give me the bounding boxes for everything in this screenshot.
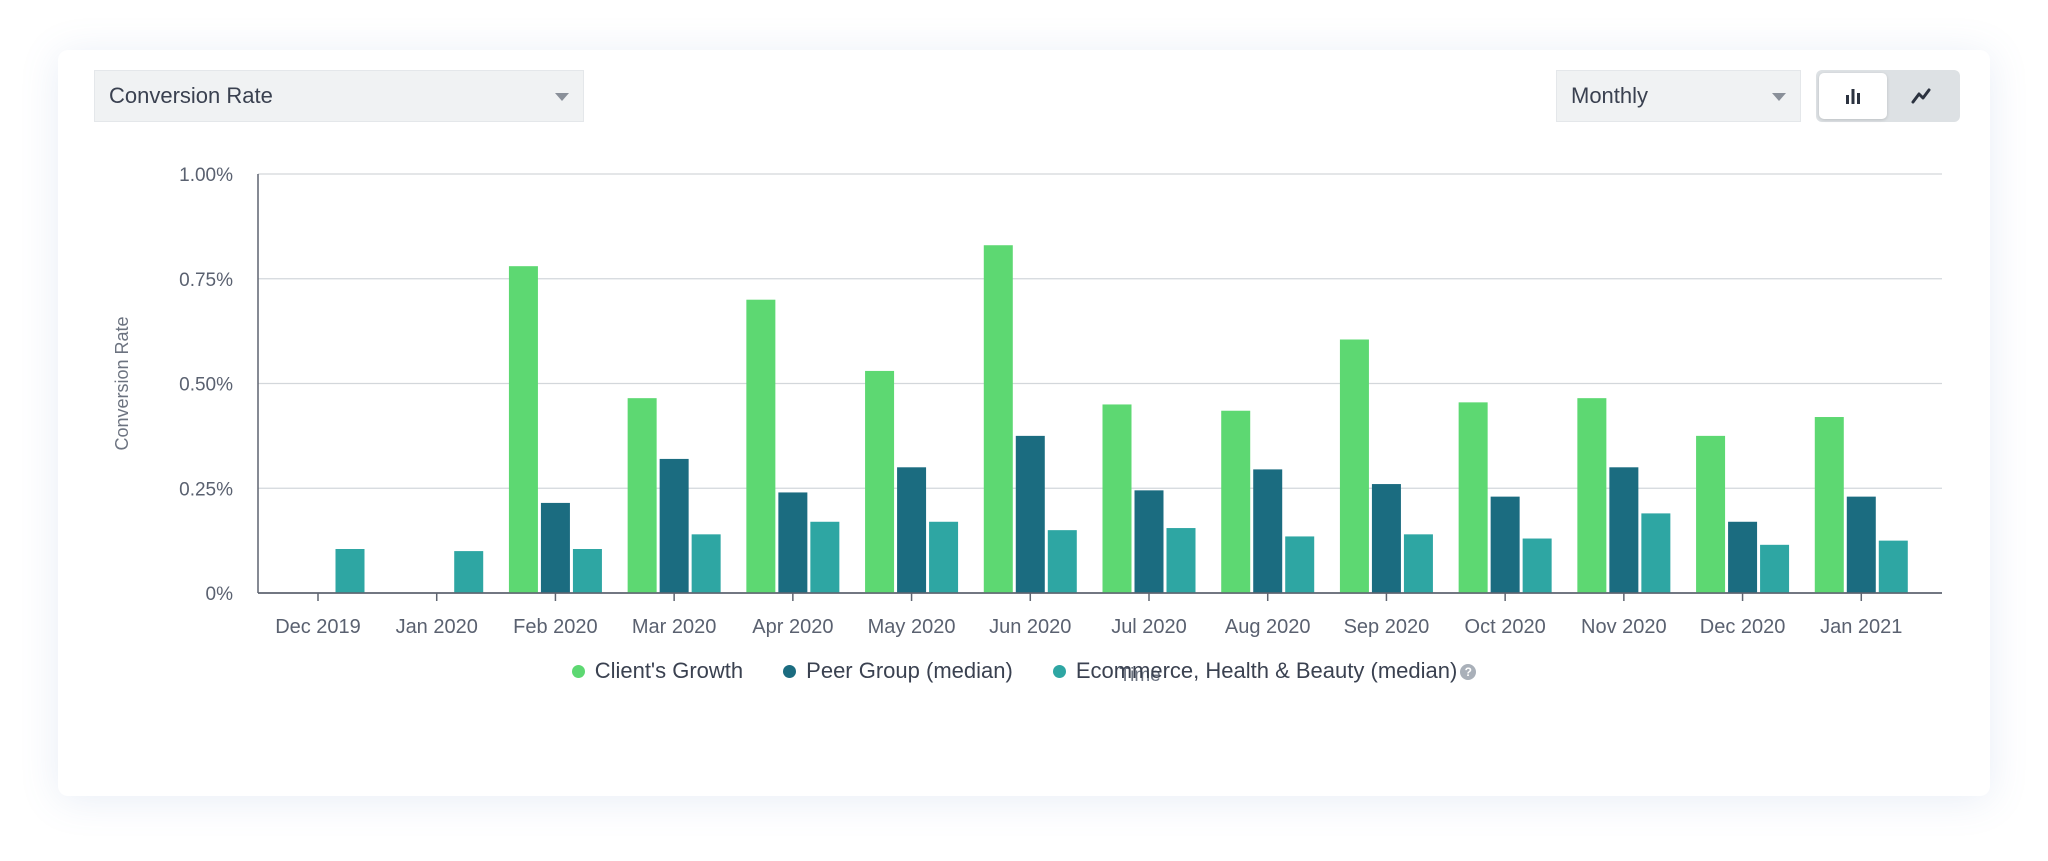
- metric-select-value: Conversion Rate: [109, 83, 273, 108]
- x-tick-label: Jan 2020: [396, 616, 478, 638]
- x-tick-label: Jan 2021: [1820, 616, 1902, 638]
- bar: [1878, 540, 1908, 593]
- question-circle-icon[interactable]: ?: [1460, 664, 1477, 680]
- bar: [572, 549, 602, 593]
- bar: [1285, 536, 1315, 593]
- bar: [1134, 490, 1164, 593]
- bar: [691, 534, 721, 593]
- bar: [627, 398, 657, 593]
- bar: [540, 502, 570, 593]
- bar: [1458, 402, 1488, 593]
- legend-label: Peer Group (median): [806, 658, 1013, 683]
- metric-select[interactable]: Conversion Rate: [94, 70, 584, 122]
- period-select[interactable]: Monthly: [1556, 70, 1801, 122]
- x-tick-label: Apr 2020: [752, 616, 833, 638]
- bar: [1728, 521, 1758, 593]
- bar: [1577, 398, 1607, 593]
- line-view-button[interactable]: [1887, 73, 1955, 119]
- bar: [1609, 467, 1639, 593]
- bar: [897, 467, 927, 593]
- bar: [1696, 435, 1726, 593]
- chart-legend: Client's Growth Peer Group (median) Ecom…: [0, 654, 2048, 688]
- x-tick-label: Dec 2020: [1700, 616, 1786, 638]
- bar: [746, 299, 776, 593]
- bar: [1760, 544, 1790, 593]
- y-tick-label: 0.50%: [179, 375, 233, 396]
- x-tick-label: Aug 2020: [1225, 616, 1311, 638]
- x-tick-label: Jun 2020: [989, 616, 1071, 638]
- x-tick-label: Mar 2020: [632, 616, 717, 638]
- bar: [1490, 496, 1520, 593]
- x-tick-label: May 2020: [868, 616, 956, 638]
- legend-item-client-growth[interactable]: Client's Growth: [571, 658, 744, 684]
- y-tick-label: 1.00%: [179, 165, 233, 186]
- bar: [1403, 534, 1433, 593]
- legend-item-industry[interactable]: Ecommerce, Health & Beauty (median) ?: [1052, 658, 1477, 684]
- bar: [810, 521, 840, 593]
- bar: [1102, 404, 1132, 593]
- bar: [454, 551, 484, 593]
- bar: [1166, 528, 1196, 593]
- legend-swatch: [783, 664, 797, 678]
- y-tick-label: 0.75%: [179, 270, 233, 291]
- bar: [983, 245, 1013, 594]
- x-tick-label: Jul 2020: [1111, 616, 1187, 638]
- x-tick-label: Dec 2019: [275, 616, 361, 638]
- chart-view-toggle: [1816, 70, 1960, 122]
- line-chart-icon: [1911, 88, 1931, 104]
- bar: [1846, 496, 1876, 593]
- bar: [1253, 469, 1283, 593]
- y-tick-label: 0.25%: [179, 479, 233, 500]
- bar: [929, 521, 959, 593]
- bar: [508, 266, 538, 593]
- x-tick-label: Sep 2020: [1344, 616, 1430, 638]
- y-axis-label: Conversion Rate: [112, 316, 132, 450]
- bar: [1339, 339, 1369, 593]
- x-tick-label: Feb 2020: [513, 616, 598, 638]
- x-tick-label: Oct 2020: [1465, 616, 1546, 638]
- bar: [1814, 417, 1844, 593]
- legend-swatch: [571, 664, 585, 678]
- bar: [1522, 538, 1552, 593]
- bar: [335, 549, 365, 593]
- x-tick-label: Nov 2020: [1581, 616, 1667, 638]
- x-axis-label: Time: [1119, 665, 1161, 686]
- legend-swatch: [1052, 664, 1066, 678]
- bar: [1221, 410, 1251, 593]
- bar: [1015, 435, 1045, 593]
- bar: [1047, 530, 1077, 593]
- period-select-value: Monthly: [1571, 83, 1649, 108]
- chevron-down-icon: [1772, 93, 1786, 101]
- legend-label: Ecommerce, Health & Beauty (median): [1075, 658, 1458, 683]
- bar: [659, 458, 689, 593]
- bar-chart-icon: [1846, 89, 1860, 104]
- bar-view-button[interactable]: [1819, 73, 1887, 119]
- bar: [1371, 484, 1401, 593]
- y-tick-label: 0%: [206, 584, 234, 605]
- legend-label: Client's Growth: [594, 658, 744, 683]
- bar: [1641, 513, 1671, 593]
- chevron-down-icon: [555, 93, 569, 101]
- legend-item-peer-group[interactable]: Peer Group (median): [783, 658, 1013, 684]
- bar: [778, 492, 808, 593]
- bar: [865, 370, 895, 593]
